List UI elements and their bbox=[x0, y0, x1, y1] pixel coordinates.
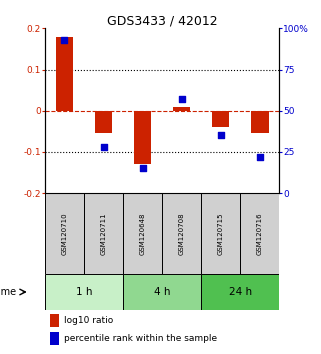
Text: 4 h: 4 h bbox=[154, 287, 170, 297]
Text: GSM120711: GSM120711 bbox=[100, 212, 107, 255]
Bar bbox=[95, 111, 112, 133]
Text: GSM120648: GSM120648 bbox=[140, 212, 146, 255]
Text: log10 ratio: log10 ratio bbox=[64, 316, 113, 325]
Text: GSM120708: GSM120708 bbox=[178, 212, 185, 255]
Point bbox=[218, 133, 223, 138]
Bar bbox=[84, 193, 123, 274]
Bar bbox=[173, 107, 190, 111]
Text: GSM120710: GSM120710 bbox=[61, 212, 67, 255]
Point bbox=[257, 154, 262, 160]
Text: GSM120716: GSM120716 bbox=[257, 212, 263, 255]
Bar bbox=[56, 36, 73, 111]
Bar bbox=[134, 111, 152, 164]
Bar bbox=[45, 274, 123, 310]
Bar bbox=[45, 193, 84, 274]
Title: GDS3433 / 42012: GDS3433 / 42012 bbox=[107, 14, 217, 27]
Text: 1 h: 1 h bbox=[76, 287, 92, 297]
Point bbox=[140, 166, 145, 171]
Text: time: time bbox=[0, 287, 17, 297]
Bar bbox=[50, 332, 59, 345]
Point bbox=[62, 37, 67, 43]
Point bbox=[101, 144, 106, 150]
Bar bbox=[123, 274, 201, 310]
Bar bbox=[201, 274, 279, 310]
Bar bbox=[240, 193, 279, 274]
Point bbox=[179, 96, 184, 102]
Text: percentile rank within the sample: percentile rank within the sample bbox=[64, 334, 217, 343]
Bar bbox=[123, 193, 162, 274]
Bar bbox=[162, 193, 201, 274]
Bar bbox=[201, 193, 240, 274]
Text: GSM120715: GSM120715 bbox=[218, 212, 224, 255]
Bar bbox=[251, 111, 269, 133]
Bar bbox=[212, 111, 230, 127]
Bar bbox=[50, 314, 59, 327]
Text: 24 h: 24 h bbox=[229, 287, 252, 297]
